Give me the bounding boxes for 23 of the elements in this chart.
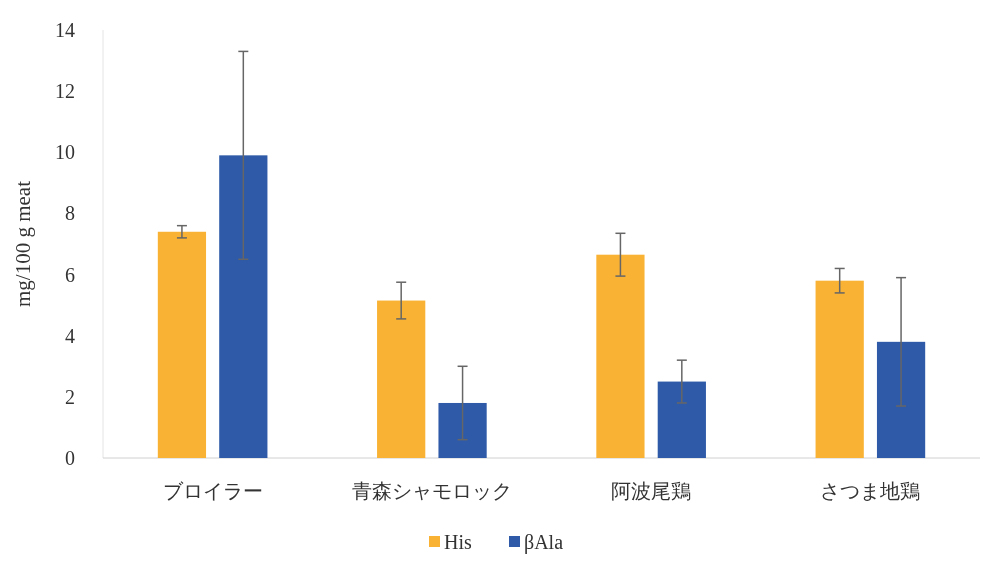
y-tick-label: 0 [65, 447, 75, 469]
bar [815, 280, 864, 458]
bar [219, 155, 268, 458]
bar [377, 300, 426, 458]
y-tick-label: 14 [55, 19, 75, 41]
legend-label: βAla [524, 531, 564, 554]
y-tick-label: 10 [55, 141, 75, 164]
y-tick-label: 6 [65, 263, 75, 286]
x-tick-label: 阿波尾鶏 [611, 480, 692, 502]
y-tick-label: 4 [65, 324, 75, 347]
y-tick-label: 8 [65, 202, 75, 225]
y-tick-label: 12 [55, 80, 75, 103]
bar [438, 402, 487, 458]
x-tick-label: 青森シャモロック [351, 480, 512, 502]
legend-label: His [444, 531, 472, 553]
x-tick-label: さつま地鶏 [820, 480, 921, 502]
bar [157, 231, 207, 458]
x-tick-label: ブロイラー [162, 480, 263, 502]
bar [657, 381, 706, 458]
y-tick-label: 2 [65, 385, 75, 408]
y-axis-title: mg/100 g meat [11, 180, 35, 307]
bar [596, 254, 645, 458]
bar [876, 341, 926, 458]
